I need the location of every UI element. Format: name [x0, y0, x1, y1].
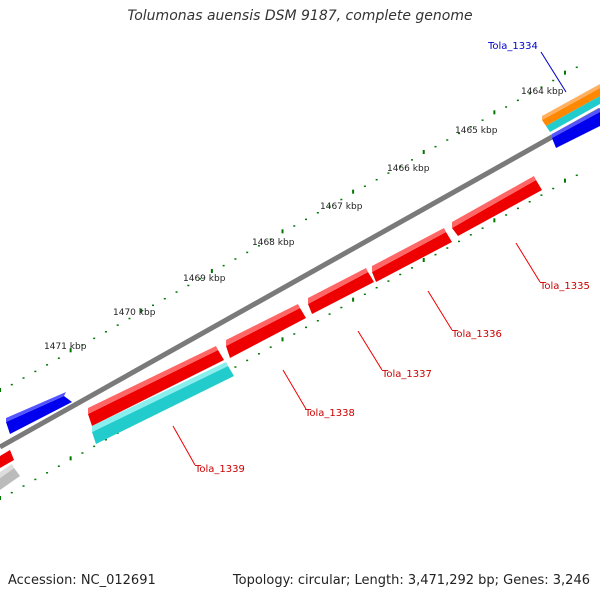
gene-label-tola-1339[interactable]: Tola_1339: [194, 464, 245, 475]
callout-line-tola-1334: [540, 51, 567, 93]
gene-label-tola-1334[interactable]: Tola_1334: [487, 41, 538, 52]
tick-label-1465: 1465 kbp: [455, 126, 498, 136]
tick-label-1469: 1469 kbp: [183, 274, 226, 284]
tick-label-1470: 1470 kbp: [113, 308, 156, 318]
genome-backbone: [0, 107, 600, 450]
gene-arrow-tola-1337: [308, 268, 374, 314]
feature-cyan-top: [546, 96, 600, 132]
tick-label-1468: 1468 kbp: [252, 238, 295, 248]
gene-label-tola-1337[interactable]: Tola_1337: [381, 369, 432, 380]
tick-label-1466: 1466 kbp: [387, 164, 430, 174]
callout-line-tola-1337: [357, 330, 383, 371]
gene-arrow-left-red: [0, 450, 14, 468]
gene-label-tola-1335[interactable]: Tola_1335: [539, 281, 590, 292]
gene-arrow-left-grey: [0, 464, 20, 490]
gene-arrow-left-blue: [6, 392, 72, 434]
map-title: Tolumonas auensis DSM 9187, complete gen…: [127, 8, 473, 24]
gene-arrow-tola-1336: [372, 228, 452, 282]
feature-orange: [542, 84, 600, 126]
callout-line-tola-1336: [427, 290, 453, 331]
gene-arrow-tola-1338: [226, 304, 306, 358]
gene-arrow-tola-1335: [452, 176, 542, 236]
tick-label-1471: 1471 kbp: [44, 342, 87, 352]
gene-arrow-tola-1339: [88, 346, 224, 426]
tick-label-1467: 1467 kbp: [320, 202, 363, 212]
outer-ruler: [0, 66, 578, 392]
feature-cyan-tola-1339: [92, 362, 234, 444]
gene-label-tola-1338[interactable]: Tola_1338: [304, 408, 355, 419]
gene-label-tola-1336[interactable]: Tola_1336: [451, 329, 502, 340]
accession-text: Accession: NC_012691: [8, 573, 156, 588]
callout-line-tola-1335: [515, 242, 541, 283]
gene-arrow-tola-1334: [552, 108, 600, 148]
tick-label-1464: 1464 kbp: [521, 87, 564, 97]
callout-line-tola-1339: [172, 425, 196, 466]
callout-line-tola-1338: [282, 369, 307, 410]
genome-summary-text: Topology: circular; Length: 3,471,292 bp…: [232, 573, 590, 588]
